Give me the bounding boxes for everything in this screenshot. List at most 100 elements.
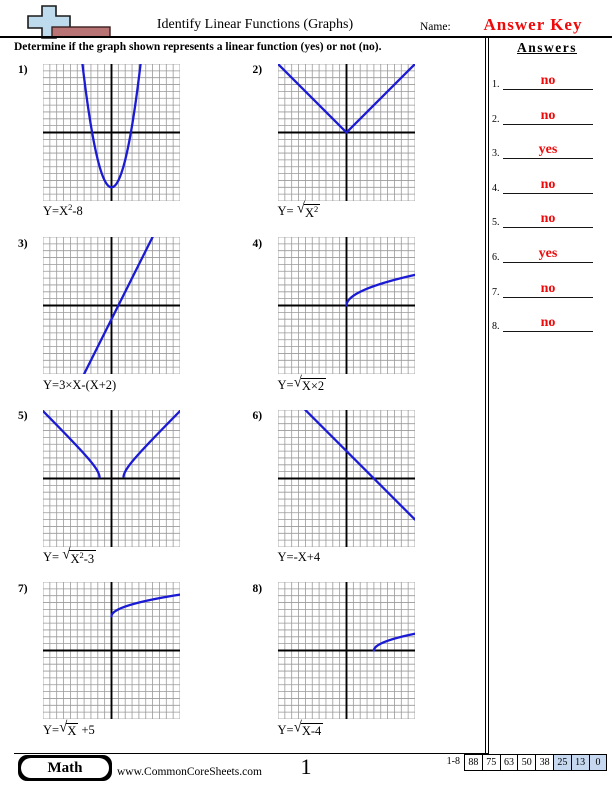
answer-number: 1. — [492, 79, 500, 90]
radical-sign-icon: √ — [293, 374, 302, 390]
equation-label: Y= √ X2 — [277, 200, 321, 221]
problem-number: 1) — [18, 64, 28, 76]
equation-label: Y= √ X +5 — [43, 719, 95, 740]
equation-label: Y= √ X-4 — [277, 719, 324, 740]
radical: √ X-4 — [293, 719, 324, 740]
equation-label: Y= √ X2-3 — [43, 546, 97, 567]
answer-number: 3. — [492, 148, 500, 160]
score-cell: 13 — [570, 753, 590, 771]
footer-divider — [14, 752, 489, 755]
radical-content: X×2 — [300, 377, 327, 395]
graph-plot-6 — [277, 409, 415, 547]
radical-sign-icon: √ — [293, 719, 302, 735]
answer-line — [503, 331, 593, 333]
equation-label: Y=-X+4 — [278, 550, 321, 565]
answer-row: 4. no — [490, 172, 608, 194]
radical-sign-icon: √ — [296, 200, 305, 217]
function-curve — [303, 409, 415, 521]
equation-text: X — [67, 724, 77, 738]
answer-value: yes — [538, 246, 558, 261]
radical: √ X2-3 — [62, 546, 97, 567]
answers-heading: Answers — [517, 40, 577, 55]
answer-value: no — [540, 211, 556, 227]
problem-number: 8) — [252, 582, 263, 595]
answer-row: 1. no — [490, 68, 608, 90]
radical-sign-icon: √ — [62, 546, 71, 563]
problem-number: 3) — [18, 237, 28, 250]
answer-row: 5. no — [490, 206, 608, 229]
answer-value: no — [540, 107, 556, 123]
equation-exponent: 2 — [68, 202, 73, 212]
score-cell: 25 — [552, 753, 572, 771]
equation-exponent: 2 — [313, 203, 319, 214]
answer-value: no — [540, 176, 556, 192]
problem-number: 5) — [18, 410, 28, 422]
score-cell: 75 — [481, 753, 501, 771]
subject-label: Math — [21, 758, 109, 778]
answers-panel: Answers 1. no 2. no 3. yes 4. no 5. no 6. yes 7. no 8.… — [490, 0, 612, 760]
graph-plot-4 — [277, 237, 415, 374]
page-title: Identify Linear Functions (Graphs) — [156, 17, 354, 32]
answer-line — [503, 123, 593, 125]
answer-number: 4. — [492, 182, 500, 194]
score-table: 88 75 63 50 38 25 13 0 — [464, 753, 608, 771]
score-cell: 50 — [517, 753, 537, 771]
answer-number: 8. — [492, 321, 500, 333]
problem-number: 2) — [252, 64, 263, 76]
equation-text: Y=3×X-(X+2) — [43, 377, 117, 392]
score-cell: 0 — [588, 753, 608, 771]
radical-content: X-4 — [300, 722, 324, 740]
equation-text: Y= — [277, 377, 294, 392]
answer-row: 3. yes — [490, 137, 608, 160]
radical: √ X2 — [296, 200, 321, 221]
score-cell: 88 — [464, 753, 483, 771]
equation-text: -8 — [72, 204, 83, 218]
equation-text: X — [70, 551, 80, 566]
function-curve — [110, 593, 180, 618]
instruction-text: Determine if the graph shown represents … — [14, 41, 382, 53]
radical-sign-icon: √ — [59, 719, 68, 735]
function-curve — [344, 273, 415, 307]
problem-number: 4) — [252, 237, 263, 250]
answer-line — [503, 296, 593, 298]
equation-text: +5 — [78, 722, 95, 737]
graph-plot-2 — [277, 63, 415, 201]
equation-text: -3 — [83, 551, 95, 566]
answer-row: 8. no — [490, 310, 608, 333]
website-text: www.CommonCoreSheets.com — [117, 766, 262, 778]
equation-exponent: 2 — [79, 549, 84, 560]
equation-text: X — [304, 205, 314, 220]
equation-text: Y= — [43, 722, 60, 737]
answer-number: 7. — [492, 286, 500, 298]
graph-plot-7 — [43, 582, 180, 719]
function-curve — [43, 409, 101, 479]
subject-badge: Math — [18, 755, 112, 781]
radical-content: X — [66, 722, 79, 740]
graph-plot-1 — [43, 63, 180, 201]
answer-number: 2. — [492, 113, 500, 125]
equation-text: X-4 — [301, 724, 322, 738]
function-curve — [82, 237, 154, 374]
equation-text: X×2 — [301, 379, 325, 393]
answer-line — [503, 227, 593, 229]
problem-number: 6) — [252, 410, 263, 422]
graph-plot-3 — [43, 237, 180, 374]
page-number: 1 — [300, 754, 312, 779]
function-curve — [81, 63, 142, 188]
equation-text: Y= — [43, 550, 63, 564]
radical: √ X — [59, 719, 79, 740]
answer-line — [503, 262, 593, 263]
problem-number: 7) — [18, 582, 28, 595]
graph-plot-8 — [277, 582, 415, 719]
answer-number: 6. — [492, 252, 500, 263]
equation-text: Y= — [277, 722, 294, 737]
equation-text: Y=X — [43, 204, 69, 218]
answer-key-text: Answer Key — [483, 15, 583, 34]
header-divider — [0, 36, 612, 38]
equation-text: Y= — [277, 204, 297, 218]
answer-row: 7. no — [490, 276, 608, 298]
answer-line — [503, 192, 593, 194]
answer-value: yes — [538, 142, 558, 158]
graph-plot-5 — [43, 409, 180, 547]
answer-value: no — [540, 315, 556, 331]
